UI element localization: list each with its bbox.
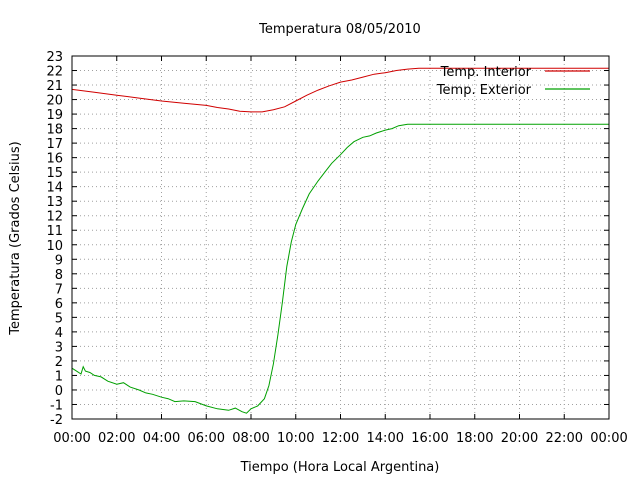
x-axis-label: Tiempo (Hora Local Argentina) bbox=[240, 460, 440, 475]
y-tick-label: 2 bbox=[55, 355, 63, 370]
y-tick-label: 8 bbox=[55, 268, 63, 283]
y-tick-label: -2 bbox=[50, 413, 63, 428]
y-tick-label: -1 bbox=[50, 398, 63, 413]
y-tick-label: 20 bbox=[46, 94, 63, 109]
x-tick-label: 00:00 bbox=[53, 431, 90, 446]
legend-label: Temp. Exterior bbox=[436, 83, 532, 98]
y-tick-label: 13 bbox=[46, 195, 63, 210]
legend-label: Temp. Interior bbox=[440, 65, 532, 80]
x-tick-label: 18:00 bbox=[456, 431, 493, 446]
y-tick-label: 11 bbox=[46, 224, 63, 239]
y-tick-label: 16 bbox=[46, 152, 63, 167]
y-tick-label: 7 bbox=[55, 282, 63, 297]
y-tick-label: 23 bbox=[46, 50, 63, 65]
y-tick-label: 12 bbox=[46, 210, 63, 225]
plot-frame bbox=[71, 55, 610, 420]
y-axis-label: Temperatura (Grados Celsius) bbox=[8, 141, 23, 335]
x-tick-label: 00:00 bbox=[590, 431, 627, 446]
y-tick-label: 9 bbox=[55, 253, 63, 268]
chart-title: Temperatura 08/05/2010 bbox=[258, 22, 421, 37]
x-tick-label: 02:00 bbox=[98, 431, 135, 446]
y-tick-label: 17 bbox=[46, 137, 63, 152]
series-line-exterior bbox=[71, 123, 609, 414]
y-tick-label: 22 bbox=[46, 65, 63, 80]
y-tick-label: 21 bbox=[46, 79, 63, 94]
y-tick-label: 19 bbox=[46, 108, 63, 123]
x-tick-label: 14:00 bbox=[367, 431, 404, 446]
grid bbox=[72, 56, 609, 419]
x-tick-label: 10:00 bbox=[277, 431, 314, 446]
y-tick-label: 14 bbox=[46, 181, 63, 196]
y-tick-label: 5 bbox=[55, 311, 63, 326]
y-tick-label: 0 bbox=[55, 384, 63, 399]
y-tick-label: 1 bbox=[55, 369, 63, 384]
y-tick-label: 18 bbox=[46, 123, 63, 138]
y-tick-label: 15 bbox=[46, 166, 63, 181]
y-tick-label: 6 bbox=[55, 297, 63, 312]
x-tick-label: 06:00 bbox=[188, 431, 225, 446]
x-tick-label: 08:00 bbox=[232, 431, 269, 446]
x-tick-label: 16:00 bbox=[411, 431, 448, 446]
series-group bbox=[71, 67, 609, 414]
series-line-interior bbox=[71, 67, 609, 113]
y-tick-label: 3 bbox=[55, 340, 63, 355]
y-tick-label: 10 bbox=[46, 239, 63, 254]
x-tick-label: 12:00 bbox=[322, 431, 359, 446]
x-tick-label: 20:00 bbox=[501, 431, 538, 446]
x-tick-label: 22:00 bbox=[546, 431, 583, 446]
legend: Temp. Interior Temp. Exterior bbox=[436, 65, 590, 98]
tick-labels: 00:00 02:00 04:00 06:00 08:00 10:00 12:00 14:00… bbox=[46, 50, 627, 446]
y-tick-label: 4 bbox=[55, 326, 63, 341]
x-tick-label: 04:00 bbox=[143, 431, 180, 446]
